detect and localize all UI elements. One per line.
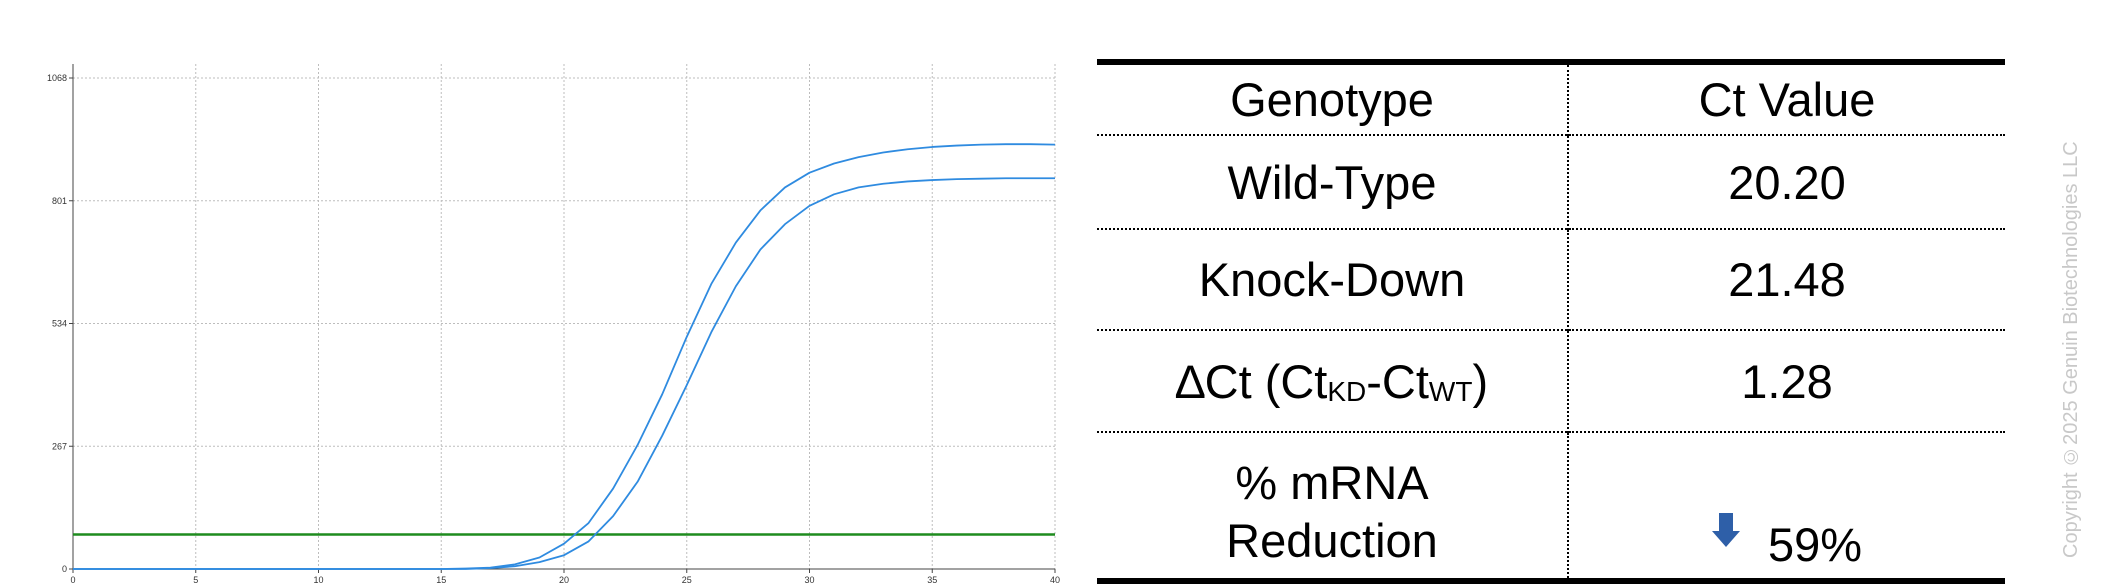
y-tick-label: 801: [52, 196, 67, 206]
table-header-row: Genotype Ct Value: [1097, 62, 2005, 135]
ct-value-table: Genotype Ct Value Wild-Type 20.20 Knock-…: [1097, 59, 2005, 581]
ct-value-cell: 20.20: [1728, 155, 1846, 209]
delta-ct-sub-kd: KD: [1327, 375, 1367, 407]
table-row: ∆Ct (CtKD-CtWT) 1.28: [1097, 330, 2005, 432]
plot-grid: [73, 64, 1056, 569]
ct-value-header: Ct Value: [1698, 73, 1876, 126]
x-tick-label: 35: [927, 575, 937, 585]
table-row: Knock-Down 21.48: [1097, 229, 2005, 330]
ct-value-cell: 1.28: [1741, 354, 1833, 408]
amplification-curve-2: [73, 177, 1055, 570]
x-tick-label: 10: [313, 575, 323, 585]
y-tick-label: 1068: [47, 73, 67, 83]
delta-ct-sub-wt: WT: [1428, 375, 1473, 407]
down-arrow-icon: [1711, 513, 1740, 547]
x-tick-label: 20: [559, 575, 569, 585]
genotype-cell: Knock-Down: [1097, 229, 1569, 330]
x-tick-label: 25: [682, 575, 692, 585]
reduction-value-cell: 59%: [1568, 432, 2005, 581]
tick-labels: 0 5 10 15 20 25 30 35 40 0 267 534 801 1068: [47, 73, 1060, 585]
reduction-label-cell: % mRNA Reduction: [1097, 432, 1569, 581]
delta-ct-prefix: ∆Ct (Ct: [1175, 354, 1328, 408]
delta-ct-suffix: ): [1472, 354, 1489, 408]
table-row: Wild-Type 20.20: [1097, 135, 2005, 229]
y-tick-label: 267: [52, 441, 67, 451]
y-tick-label: 534: [52, 319, 67, 329]
genotype-cell: Wild-Type: [1097, 135, 1569, 229]
x-tick-label: 30: [804, 575, 814, 585]
copyright-notice: Copyright ©2025 Genuin Biotechnologies L…: [2060, 141, 2082, 558]
plot-axes: [69, 64, 1056, 573]
x-tick-label: 15: [436, 575, 446, 585]
reduction-value: 59%: [1767, 518, 1863, 571]
x-tick-label: 0: [70, 575, 75, 585]
reduction-label-line2: Reduction: [1226, 513, 1438, 567]
x-tick-label: 5: [193, 575, 198, 585]
reduction-label: % mRNA Reduction: [1226, 442, 1438, 570]
delta-ct-mid: -Ct: [1366, 354, 1429, 408]
amplification-curve-1: [73, 143, 1056, 570]
reduction-label-line1: % mRNA: [1235, 455, 1429, 509]
amplification-curves: [73, 143, 1056, 570]
delta-ct-cell: ∆Ct (CtKD-CtWT): [1097, 330, 1569, 432]
x-tick-label: 40: [1050, 575, 1060, 585]
y-tick-label: 0: [62, 564, 67, 574]
genotype-header: Genotype: [1097, 62, 1569, 135]
ct-value-cell: 21.48: [1728, 253, 1846, 306]
table-row: % mRNA Reduction 59%: [1097, 432, 2005, 581]
amplification-plot: 0 5 10 15 20 25 30 35 40 0 267 534 801 1068: [47, 64, 1060, 585]
